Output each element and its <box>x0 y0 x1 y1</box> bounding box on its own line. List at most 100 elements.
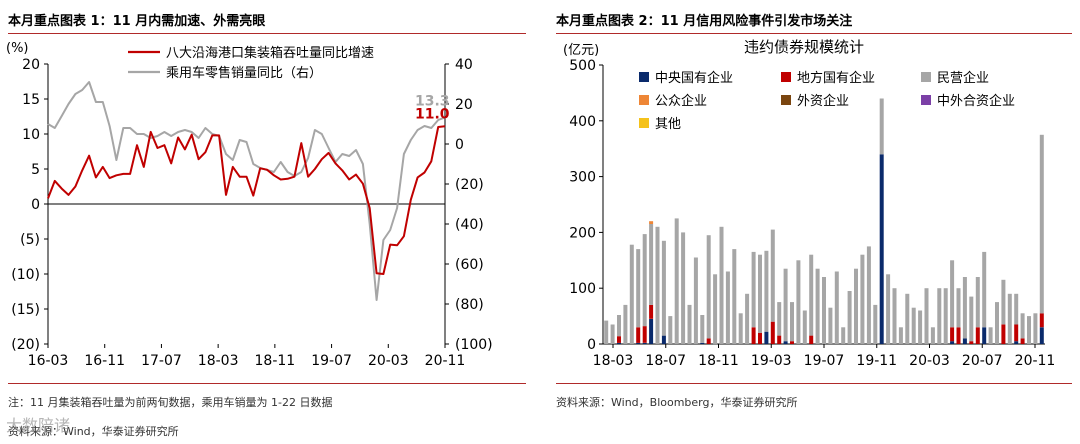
bar-unit-label: (亿元) <box>563 43 599 58</box>
legend-swatch <box>921 72 931 82</box>
bar-segment <box>1001 279 1006 325</box>
bar-segment <box>758 254 762 333</box>
bar-segment <box>950 260 955 328</box>
bar-x-tick-label: 18-07 <box>645 353 686 369</box>
bar-segment <box>982 251 987 328</box>
legend-label: 外资企业 <box>797 93 849 109</box>
watermark-text: 大数陪诸 <box>6 416 71 435</box>
x-tick-label: 19-07 <box>311 353 352 369</box>
left-chart-source: 资料来源：Wind，华泰证券研究所 <box>8 425 179 438</box>
y-left-tick-label: (5) <box>20 232 40 248</box>
bar-segment <box>636 249 641 328</box>
bar-segment <box>962 338 967 344</box>
y-left-tick-label: (20) <box>11 337 40 353</box>
bar-x-tick-label: 20-03 <box>909 353 950 369</box>
bar-segment <box>610 324 615 344</box>
y-right-tick-label: (80) <box>455 297 484 313</box>
car-sales-end-label: 13.3 <box>415 93 450 109</box>
bar-segment <box>1039 313 1044 328</box>
left-title-rule <box>8 33 526 34</box>
legend-label: 地方国有企业 <box>797 70 875 86</box>
legend-label: 公众企业 <box>655 93 707 109</box>
bar-segment <box>1039 327 1044 344</box>
bar-segment <box>1020 313 1025 339</box>
bar-segment <box>706 338 711 344</box>
right-bottom-rule <box>556 383 1072 384</box>
bar-segment <box>815 268 820 344</box>
bar-segment <box>950 327 955 342</box>
bar-segment <box>937 288 942 344</box>
x-tick-label: 18-11 <box>255 353 296 369</box>
bar-segment <box>783 341 788 344</box>
bar-y-tick-label: 0 <box>587 337 596 353</box>
legend-label: 中外合资企业 <box>937 93 1015 109</box>
bar-segment <box>911 307 916 344</box>
x-tick-label: 20-03 <box>368 353 409 369</box>
bar-segment <box>687 304 692 344</box>
bar-segment <box>975 277 980 328</box>
bar-segment <box>879 154 884 344</box>
left-chart-title: 本月重点图表 1：11 月内需加速、外需亮眼 <box>8 14 266 29</box>
bar-segment <box>841 327 846 344</box>
bar-segment <box>668 316 673 344</box>
bar-segment <box>809 254 814 336</box>
bar-y-tick-label: 100 <box>569 281 596 297</box>
bar-segment <box>751 327 756 344</box>
y-right-tick-label: 40 <box>455 57 473 73</box>
y-right-tick-label: (20) <box>455 177 484 193</box>
bar-segment <box>943 288 948 344</box>
bar-segment <box>834 271 839 344</box>
throughput-end-label: 11.0 <box>415 106 450 122</box>
bar-segment <box>732 249 737 344</box>
y-left-tick-label: 15 <box>22 92 40 108</box>
y-left-tick-label: 20 <box>22 57 40 73</box>
bar-x-tick-label: 19-11 <box>856 353 897 369</box>
bar-segment <box>988 327 993 344</box>
x-tick-label: 18-03 <box>198 353 239 369</box>
right-title-rule <box>556 33 1072 34</box>
bar-segment <box>995 302 999 344</box>
y-left-tick-label: (10) <box>11 267 40 283</box>
bar-segment <box>802 310 807 344</box>
bar-y-tick-label: 200 <box>569 225 596 241</box>
y-right-tick-label: (60) <box>455 257 484 273</box>
bar-segment <box>1014 293 1019 325</box>
bar-segment <box>649 304 654 319</box>
bar-segment <box>725 271 730 344</box>
x-tick-label: 16-11 <box>84 353 125 369</box>
legend-swatch <box>921 95 931 105</box>
bar-segment <box>623 304 628 344</box>
bar-segment <box>982 327 987 344</box>
bar-segment <box>636 342 641 344</box>
bar-segment <box>706 235 711 339</box>
bar-segment <box>924 288 929 344</box>
bar-segment <box>969 296 974 342</box>
bar-segment <box>956 288 961 328</box>
series-line-container-throughput <box>47 125 446 275</box>
legend-label: 乘用车零售销量同比（右） <box>166 65 322 81</box>
bar-segment <box>1039 134 1044 314</box>
legend-swatch <box>639 118 649 128</box>
y-right-tick-label: (40) <box>455 217 484 233</box>
bar-segment <box>898 327 903 344</box>
bar-segment <box>962 277 967 339</box>
bar-segment <box>617 336 621 343</box>
legend-swatch <box>639 72 649 82</box>
bar-y-tick-label: 500 <box>569 58 596 74</box>
bar-segment <box>745 293 750 344</box>
bar-segment <box>636 327 641 343</box>
bar-segment <box>866 246 871 344</box>
bar-segment <box>649 221 654 224</box>
bar-segment <box>700 342 705 344</box>
bar-segment <box>719 226 724 344</box>
left-bottom-rule <box>8 383 526 384</box>
right-chart-title: 本月重点图表 2：11 月信用风险事件引发市场关注 <box>556 14 853 29</box>
bar-segment <box>822 277 826 344</box>
left-unit-label: (%) <box>6 41 29 56</box>
bar-segment <box>617 342 621 344</box>
bar-segment <box>642 342 647 344</box>
right-chart-source: 资料来源：Wind，Bloomberg，华泰证券研究所 <box>556 396 798 409</box>
bar-segment <box>975 327 980 344</box>
bar-segment <box>738 313 743 344</box>
bar-segment <box>764 331 769 344</box>
